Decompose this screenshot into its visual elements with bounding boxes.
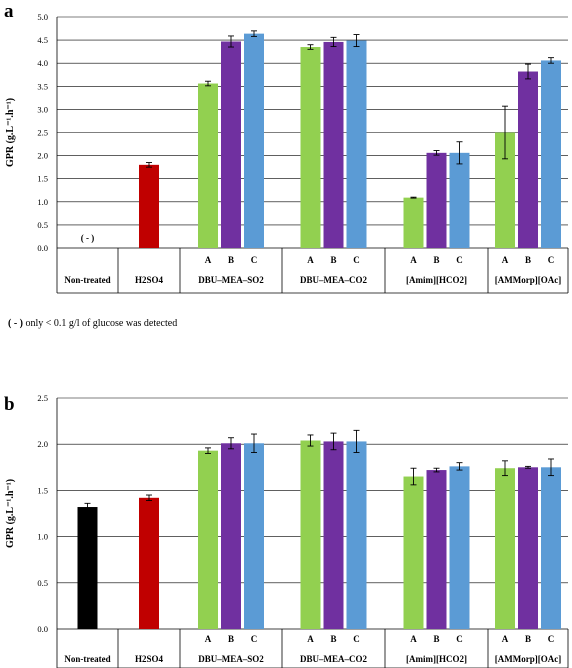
panel-b-bar: [495, 468, 515, 629]
panel-a: a 0.0 0.5 1.0 1.5 2.0 2.5 3.0 3.5 4.0 4.5 5.0 GPR (g…: [4, 1, 569, 294]
panel-b-category-label: DBU–MEA–SO2: [198, 654, 264, 664]
panel-b-bar: [244, 443, 264, 629]
panel-b-bar: [449, 466, 470, 629]
panel-b-ytick-label: 2.0: [37, 439, 48, 449]
panel-b-y-axis-label: GPR (g.L⁻¹.h⁻¹): [5, 479, 16, 548]
panel-b-category-label: DBU–MEA–CO2: [300, 654, 367, 664]
panel-a-bar-sublabel: B: [433, 255, 439, 265]
panel-a-category-label: Non-treated: [64, 275, 110, 285]
panel-a-category-label: DBU–MEA–SO2: [198, 275, 264, 285]
panel-b-bar-sublabel: B: [228, 634, 234, 644]
panel-b-bar: [518, 467, 538, 629]
panel-b-bar-sublabel: C: [251, 634, 258, 644]
panel-a-y-axis-label: GPR (g.L⁻¹.h⁻¹): [5, 98, 16, 167]
panel-b-bar-sublabel: A: [205, 634, 212, 644]
panel-b-ytick-label: 0.0: [37, 624, 48, 634]
panel-a-bar: [518, 71, 538, 249]
panel-b-bar: [541, 467, 561, 629]
panel-b-bar-sublabel: C: [456, 634, 463, 644]
panel-b-ytick-label: 2.5: [37, 393, 48, 403]
panel-b: b 0.0 0.5 1.0 1.5 2.0 2.5 GPR (g.L⁻¹.h⁻¹) Non-tr…: [4, 393, 569, 668]
panel-a-bar: [221, 41, 241, 249]
panel-b-bar-sublabel: B: [330, 634, 336, 644]
panel-a-annotation: ( - ): [81, 233, 95, 243]
panel-b-ytick-label: 0.5: [37, 578, 48, 588]
panel-b-bar: [323, 441, 344, 629]
panel-a-bar-sublabel: B: [228, 255, 234, 265]
panel-a-bar-sublabel: A: [307, 255, 314, 265]
panel-b-bar-sublabel: C: [353, 634, 360, 644]
panel-a-label: a: [4, 1, 14, 22]
panel-b-bar-sublabel: B: [433, 634, 439, 644]
panel-a-bar: [198, 83, 218, 248]
panel-a-bar: [449, 152, 470, 248]
panel-a-ytick-label: 1.0: [37, 197, 48, 207]
panel-b-bar: [221, 443, 241, 629]
panel-a-ytick-label: 4.0: [37, 58, 48, 68]
panel-a-ytick-label: 1.5: [37, 174, 48, 184]
panel-a-bar: [346, 40, 367, 249]
footnote: ( - ) only < 0.1 g/l of glucose was dete…: [8, 318, 177, 329]
footnote-symbol: ( - ): [8, 318, 23, 329]
panel-a-bar-sublabel: C: [251, 255, 258, 265]
panel-a-bar: [541, 60, 561, 248]
panel-b-bar: [198, 450, 218, 629]
panel-a-ytick-label: 2.0: [37, 151, 48, 161]
panel-a-ytick-label: 3.5: [37, 81, 48, 91]
panel-a-bar-sublabel: B: [330, 255, 336, 265]
panel-b-ytick-label: 1.5: [37, 485, 48, 495]
footnote-text: only < 0.1 g/l of glucose was detected: [23, 318, 177, 329]
panel-a-category-label: [AMMorp][OAc]: [495, 275, 561, 285]
panel-a-ytick-label: 3.0: [37, 104, 48, 114]
panel-a-bar-sublabel: A: [502, 255, 509, 265]
panel-a-bar-sublabel: A: [205, 255, 212, 265]
panel-a-category-label: H2SO4: [135, 275, 164, 285]
panel-b-bar: [300, 440, 321, 629]
panel-b-bar-sublabel: C: [548, 634, 555, 644]
panel-a-ytick-label: 0.0: [37, 243, 48, 253]
panel-b-bar-sublabel: A: [307, 634, 314, 644]
panel-a-category-label: [Amim][HCO2]: [406, 275, 467, 285]
panel-b-bar: [403, 476, 424, 629]
panel-b-category-label: Non-treated: [64, 654, 110, 664]
panel-b-bar-sublabel: A: [502, 634, 509, 644]
panel-a-category-label: DBU–MEA–CO2: [300, 275, 367, 285]
panel-b-bar: [77, 507, 98, 629]
panel-a-bar-sublabel: C: [456, 255, 463, 265]
panel-b-bar: [346, 441, 367, 629]
panel-a-bar: [426, 152, 447, 248]
panel-a-bar-sublabel: A: [410, 255, 417, 265]
panel-b-bar: [426, 470, 447, 629]
panel-a-bar-sublabel: B: [525, 255, 531, 265]
panel-b-bar: [139, 497, 159, 629]
panel-a-ytick-label: 0.5: [37, 220, 48, 230]
panel-b-category-label: [AMMorp][OAc]: [495, 654, 561, 664]
panel-a-bar-sublabel: C: [353, 255, 360, 265]
panel-a-bar: [244, 33, 264, 248]
panel-a-bar: [323, 41, 344, 249]
panel-a-bar-sublabel: C: [548, 255, 555, 265]
panel-b-bar-sublabel: B: [525, 634, 531, 644]
panel-a-bar: [300, 47, 321, 248]
panel-b-category-label: H2SO4: [135, 654, 164, 664]
panel-a-ytick-label: 4.5: [37, 35, 48, 45]
panel-a-bar: [139, 164, 159, 248]
panel-a-ytick-label: 5.0: [37, 12, 48, 22]
panel-a-ytick-label: 2.5: [37, 128, 48, 138]
panel-b-category-label: [Amim][HCO2]: [406, 654, 467, 664]
panel-a-bar: [403, 197, 424, 248]
panel-b-ytick-label: 1.0: [37, 532, 48, 542]
panel-b-bar-sublabel: A: [410, 634, 417, 644]
panel-b-label: b: [4, 394, 15, 415]
panel-a-bar: [495, 132, 515, 248]
